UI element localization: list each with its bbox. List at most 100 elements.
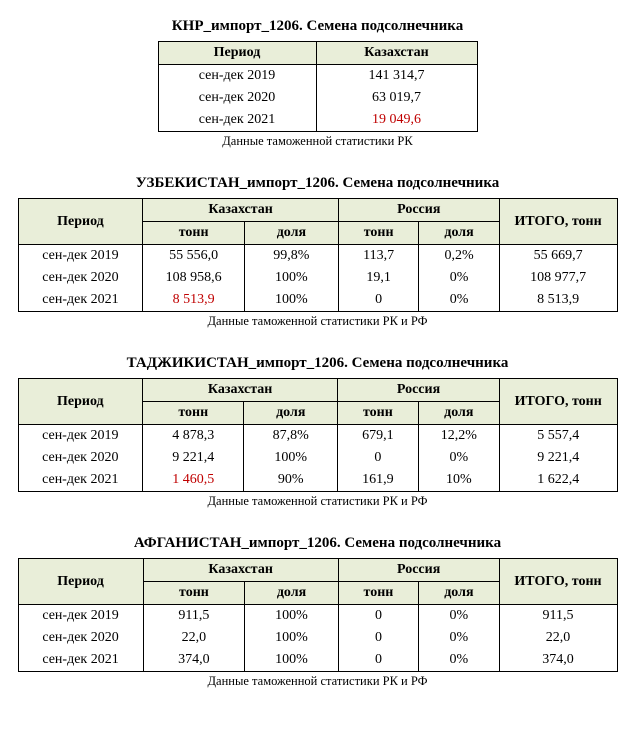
value-cell: 4 878,3 [143, 425, 244, 448]
value-cell: 374,0 [499, 649, 617, 672]
column-header: Казахстан [143, 559, 338, 582]
period-cell: сен-дек 2021 [18, 469, 143, 492]
value-cell: 63 019,7 [316, 87, 477, 109]
value-cell: 0 [338, 649, 418, 672]
column-header: Период [18, 379, 143, 425]
value-cell: 0 [338, 289, 419, 312]
column-header: тонн [143, 402, 244, 425]
data-table: ПериодКазахстанРоссияИТОГО, тоннтонндоля… [18, 198, 618, 312]
value-cell: 9 221,4 [499, 447, 617, 469]
table-row: сен-дек 201955 556,099,8%113,70,2%55 669… [18, 245, 617, 268]
period-cell: сен-дек 2021 [158, 109, 316, 132]
period-cell: сен-дек 2019 [18, 605, 143, 628]
table-caption: Данные таможенной статистики РК и РФ [12, 674, 623, 689]
data-table: ПериодКазахстанРоссияИТОГО, тоннтонндоля… [18, 378, 618, 492]
value-cell: 12,2% [418, 425, 499, 448]
column-header: ИТОГО, тонн [499, 559, 617, 605]
table-row: сен-дек 2019911,5100%00%911,5 [18, 605, 617, 628]
value-cell: 113,7 [338, 245, 419, 268]
value-cell: 100% [244, 447, 338, 469]
table-row: сен-дек 20209 221,4100%00%9 221,4 [18, 447, 617, 469]
column-header: тонн [338, 582, 418, 605]
value-cell: 8 513,9 [499, 289, 617, 312]
value-cell: 87,8% [244, 425, 338, 448]
value-cell: 0% [418, 447, 499, 469]
period-cell: сен-дек 2020 [18, 627, 143, 649]
period-cell: сен-дек 2021 [18, 649, 143, 672]
table-row: сен-дек 2020108 958,6100%19,10%108 977,7 [18, 267, 617, 289]
value-cell: 9 221,4 [143, 447, 244, 469]
table-title: ТАДЖИКИСТАН_импорт_1206. Семена подсолне… [12, 355, 623, 372]
period-cell: сен-дек 2019 [18, 425, 143, 448]
table-header-row: ПериодКазахстанРоссияИТОГО, тонн [18, 559, 617, 582]
value-cell: 0% [419, 627, 499, 649]
value-cell: 141 314,7 [316, 65, 477, 88]
value-cell: 55 669,7 [499, 245, 617, 268]
value-cell: 0 [338, 627, 418, 649]
column-header: Россия [338, 199, 499, 222]
column-header: Казахстан [143, 199, 338, 222]
value-cell: 1 622,4 [499, 469, 617, 492]
value-cell: 679,1 [338, 425, 419, 448]
value-cell: 100% [245, 627, 338, 649]
column-header: ИТОГО, тонн [499, 379, 617, 425]
period-cell: сен-дек 2020 [18, 447, 143, 469]
column-header: тонн [143, 582, 245, 605]
value-cell: 0% [419, 289, 499, 312]
column-header: тонн [338, 402, 419, 425]
table-header-row: ПериодКазахстанРоссияИТОГО, тонн [18, 379, 617, 402]
column-header: Россия [338, 559, 499, 582]
column-header: доля [245, 582, 338, 605]
table-row: сен-дек 20211 460,590%161,910%1 622,4 [18, 469, 617, 492]
period-cell: сен-дек 2021 [18, 289, 143, 312]
value-cell: 108 977,7 [499, 267, 617, 289]
table-row: сен-дек 202119 049,6 [158, 109, 477, 132]
table-caption: Данные таможенной статистики РК и РФ [12, 314, 623, 329]
table-header-row: ПериодКазахстан [158, 42, 477, 65]
column-header: доля [418, 402, 499, 425]
column-header: ИТОГО, тонн [499, 199, 617, 245]
table-header-row: ПериодКазахстанРоссияИТОГО, тонн [18, 199, 617, 222]
value-cell: 55 556,0 [143, 245, 245, 268]
value-cell: 10% [418, 469, 499, 492]
value-cell: 0% [419, 605, 499, 628]
value-cell: 19,1 [338, 267, 419, 289]
value-cell: 0% [419, 267, 499, 289]
table-row: сен-дек 202022,0100%00%22,0 [18, 627, 617, 649]
table-row: сен-дек 2019141 314,7 [158, 65, 477, 88]
column-header: доля [419, 582, 499, 605]
value-cell: 22,0 [499, 627, 617, 649]
column-header: тонн [143, 222, 245, 245]
value-cell: 5 557,4 [499, 425, 617, 448]
value-cell: 911,5 [143, 605, 245, 628]
data-table: ПериодКазахстансен-дек 2019141 314,7сен-… [158, 41, 478, 132]
value-cell: 100% [245, 649, 338, 672]
column-header: Период [18, 559, 143, 605]
value-cell: 161,9 [338, 469, 419, 492]
value-cell: 8 513,9 [143, 289, 245, 312]
table-block: УЗБЕКИСТАН_импорт_1206. Семена подсолнеч… [12, 175, 623, 329]
column-header: доля [244, 402, 338, 425]
table-row: сен-дек 2021374,0100%00%374,0 [18, 649, 617, 672]
table-caption: Данные таможенной статистики РК и РФ [12, 494, 623, 509]
table-row: сен-дек 20194 878,387,8%679,112,2%5 557,… [18, 425, 617, 448]
table-title: АФГАНИСТАН_импорт_1206. Семена подсолнеч… [12, 535, 623, 552]
period-cell: сен-дек 2020 [18, 267, 143, 289]
column-header: Период [158, 42, 316, 65]
column-header: доля [419, 222, 499, 245]
column-header: тонн [338, 222, 419, 245]
value-cell: 108 958,6 [143, 267, 245, 289]
table-caption: Данные таможенной статистики РК [12, 134, 623, 149]
period-cell: сен-дек 2020 [158, 87, 316, 109]
table-row: сен-дек 20218 513,9100%00%8 513,9 [18, 289, 617, 312]
period-cell: сен-дек 2019 [158, 65, 316, 88]
value-cell: 0% [419, 649, 499, 672]
data-table: ПериодКазахстанРоссияИТОГО, тоннтонндоля… [18, 558, 618, 672]
column-header: доля [244, 222, 338, 245]
value-cell: 374,0 [143, 649, 245, 672]
value-cell: 100% [245, 605, 338, 628]
column-header: Россия [338, 379, 500, 402]
table-block: АФГАНИСТАН_импорт_1206. Семена подсолнеч… [12, 535, 623, 689]
value-cell: 1 460,5 [143, 469, 244, 492]
period-cell: сен-дек 2019 [18, 245, 143, 268]
